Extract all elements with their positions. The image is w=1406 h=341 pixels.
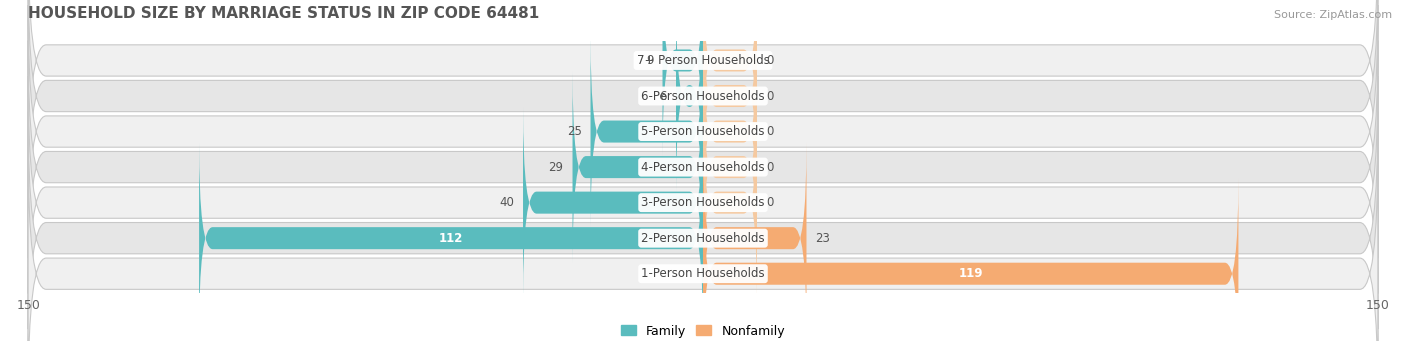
FancyBboxPatch shape xyxy=(676,0,703,192)
Text: Source: ZipAtlas.com: Source: ZipAtlas.com xyxy=(1274,10,1392,20)
Legend: Family, Nonfamily: Family, Nonfamily xyxy=(616,320,790,341)
Text: 112: 112 xyxy=(439,232,463,245)
Text: 0: 0 xyxy=(766,125,773,138)
FancyBboxPatch shape xyxy=(28,0,1378,223)
Text: 0: 0 xyxy=(766,89,773,103)
Text: 2-Person Households: 2-Person Households xyxy=(641,232,765,245)
Text: 7+ Person Households: 7+ Person Households xyxy=(637,54,769,67)
FancyBboxPatch shape xyxy=(200,143,703,334)
Text: 0: 0 xyxy=(766,161,773,174)
Text: 23: 23 xyxy=(815,232,831,245)
Text: 3-Person Households: 3-Person Households xyxy=(641,196,765,209)
FancyBboxPatch shape xyxy=(28,5,1378,258)
FancyBboxPatch shape xyxy=(662,0,703,156)
FancyBboxPatch shape xyxy=(28,112,1378,341)
FancyBboxPatch shape xyxy=(703,143,807,334)
FancyBboxPatch shape xyxy=(28,0,1378,187)
FancyBboxPatch shape xyxy=(28,147,1378,341)
FancyBboxPatch shape xyxy=(703,178,1239,341)
Text: 9: 9 xyxy=(645,54,654,67)
FancyBboxPatch shape xyxy=(28,76,1378,329)
FancyBboxPatch shape xyxy=(703,0,756,192)
Text: HOUSEHOLD SIZE BY MARRIAGE STATUS IN ZIP CODE 64481: HOUSEHOLD SIZE BY MARRIAGE STATUS IN ZIP… xyxy=(28,6,540,21)
Text: 119: 119 xyxy=(959,267,983,280)
FancyBboxPatch shape xyxy=(703,107,756,298)
FancyBboxPatch shape xyxy=(572,72,703,263)
FancyBboxPatch shape xyxy=(28,41,1378,294)
FancyBboxPatch shape xyxy=(703,0,756,156)
Text: 0: 0 xyxy=(766,54,773,67)
FancyBboxPatch shape xyxy=(523,107,703,298)
Text: 6: 6 xyxy=(659,89,666,103)
Text: 5-Person Households: 5-Person Households xyxy=(641,125,765,138)
Text: 29: 29 xyxy=(548,161,564,174)
FancyBboxPatch shape xyxy=(703,36,756,227)
Text: 25: 25 xyxy=(567,125,582,138)
Text: 6-Person Households: 6-Person Households xyxy=(641,89,765,103)
Text: 4-Person Households: 4-Person Households xyxy=(641,161,765,174)
Text: 40: 40 xyxy=(499,196,515,209)
FancyBboxPatch shape xyxy=(591,36,703,227)
Text: 0: 0 xyxy=(766,196,773,209)
Text: 1-Person Households: 1-Person Households xyxy=(641,267,765,280)
FancyBboxPatch shape xyxy=(703,72,756,263)
